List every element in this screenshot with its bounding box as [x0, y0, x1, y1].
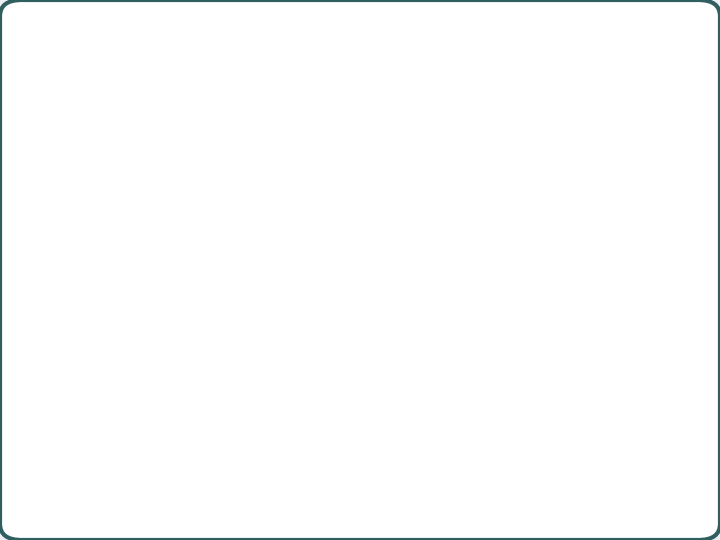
Text: efficiency of 40%: efficiency of 40% [126, 399, 382, 424]
Text: Glycolysis: 2: Glycolysis: 2 [126, 227, 313, 253]
Text: Kreb’s:     2: Kreb’s: 2 [126, 269, 297, 295]
Text: ATP TOTALS:: ATP TOTALS: [83, 183, 266, 211]
Text: Remaining energy lost as: Remaining energy lost as [126, 481, 469, 507]
Text: ETC: 32 - 34: ETC: 32 - 34 [126, 311, 304, 337]
Text: compared to a car which is at best 25%: compared to a car which is at best 25% [126, 440, 651, 465]
Text: heat: heat [469, 481, 529, 507]
Text: TOTAL Yield: about 38 ATP per glucose: TOTAL Yield: about 38 ATP per glucose [83, 356, 645, 384]
